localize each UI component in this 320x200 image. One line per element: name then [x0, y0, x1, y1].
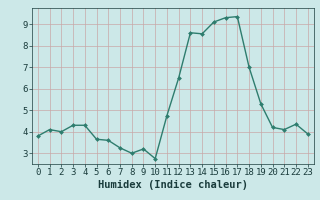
X-axis label: Humidex (Indice chaleur): Humidex (Indice chaleur)	[98, 180, 248, 190]
